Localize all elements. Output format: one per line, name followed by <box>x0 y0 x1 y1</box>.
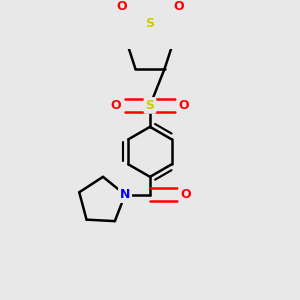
Text: S: S <box>146 99 154 112</box>
Text: S: S <box>146 17 154 30</box>
Text: O: O <box>111 99 122 112</box>
Text: O: O <box>178 99 189 112</box>
Text: N: N <box>120 188 130 201</box>
Text: O: O <box>180 188 191 201</box>
Text: O: O <box>116 0 127 13</box>
Text: O: O <box>173 0 184 13</box>
